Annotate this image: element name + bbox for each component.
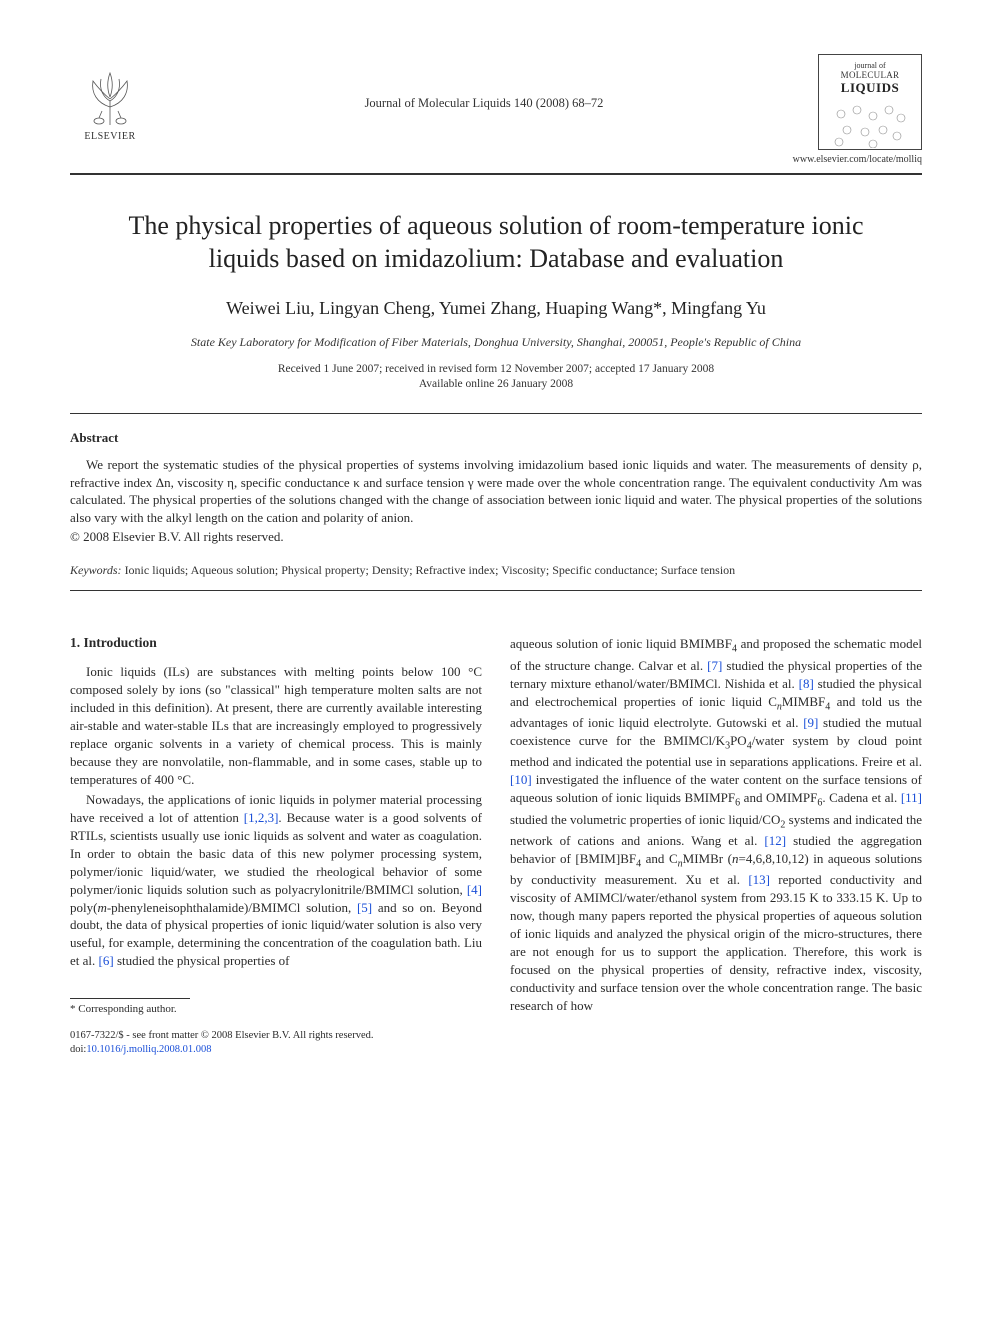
keywords: Keywords: Ionic liquids; Aqueous solutio… — [70, 563, 922, 578]
footer-copyright: 0167-7322/$ - see front matter © 2008 El… — [70, 1029, 482, 1043]
journal-url: www.elsevier.com/locate/molliq — [793, 154, 922, 165]
publisher-logo: ELSEVIER — [70, 54, 150, 142]
dates-line-1: Received 1 June 2007; received in revise… — [278, 363, 714, 375]
intro-para-2: Nowadays, the applications of ionic liqu… — [70, 791, 482, 970]
cover-molecular-text: MOLECULAR — [841, 70, 900, 80]
intro-para-2-continued: aqueous solution of ionic liquid BMIMBF4… — [510, 635, 922, 1014]
footer-doi-line: doi:10.1016/j.molliq.2008.01.008 — [70, 1043, 482, 1057]
body-columns: 1. Introduction Ionic liquids (ILs) are … — [70, 635, 922, 1057]
header-rule — [70, 173, 922, 175]
article-dates: Received 1 June 2007; received in revise… — [70, 362, 922, 393]
ref-link-8[interactable]: [8] — [799, 676, 814, 691]
journal-cover-block: journal of MOLECULAR LIQUIDS www.elsevie… — [818, 54, 922, 165]
footnote-rule — [70, 998, 190, 999]
journal-reference: Journal of Molecular Liquids 140 (2008) … — [150, 54, 818, 111]
keywords-label: Keywords: — [70, 563, 122, 577]
cover-small-text: journal of — [854, 61, 885, 70]
column-left: 1. Introduction Ionic liquids (ILs) are … — [70, 635, 482, 1057]
title-line-1: The physical properties of aqueous solut… — [128, 211, 863, 240]
ref-link-1-2-3[interactable]: [1,2,3] — [244, 810, 279, 825]
ref-link-7[interactable]: [7] — [707, 658, 722, 673]
ref-link-5[interactable]: [5] — [357, 900, 372, 915]
affiliation: State Key Laboratory for Modification of… — [70, 335, 922, 350]
doi-link[interactable]: 10.1016/j.molliq.2008.01.008 — [86, 1044, 211, 1055]
ref-link-12[interactable]: [12] — [764, 833, 786, 848]
article-title: The physical properties of aqueous solut… — [70, 209, 922, 276]
intro-para-1: Ionic liquids (ILs) are substances with … — [70, 663, 482, 789]
keywords-rule — [70, 590, 922, 591]
cover-art-icon — [827, 100, 913, 148]
header-row: ELSEVIER Journal of Molecular Liquids 14… — [70, 54, 922, 165]
publisher-name: ELSEVIER — [84, 131, 135, 142]
corresponding-author-footnote: * Corresponding author. — [70, 1003, 482, 1015]
ref-link-13[interactable]: [13] — [748, 872, 770, 887]
ref-link-4[interactable]: [4] — [467, 882, 482, 897]
author-list: Weiwei Liu, Lingyan Cheng, Yumei Zhang, … — [70, 298, 922, 319]
elsevier-tree-icon — [77, 67, 143, 129]
abstract-label: Abstract — [70, 430, 922, 446]
column-right: aqueous solution of ionic liquid BMIMBF4… — [510, 635, 922, 1057]
ref-link-6[interactable]: [6] — [99, 953, 114, 968]
title-line-2: liquids based on imidazolium: Database a… — [209, 244, 784, 273]
cover-liquids-text: LIQUIDS — [841, 80, 899, 96]
abstract-text: We report the systematic studies of the … — [70, 456, 922, 528]
ref-link-11[interactable]: [11] — [901, 790, 922, 805]
section-1-heading: 1. Introduction — [70, 635, 482, 651]
abstract-copyright: © 2008 Elsevier B.V. All rights reserved… — [70, 529, 922, 545]
ref-link-9[interactable]: [9] — [803, 715, 818, 730]
dates-line-2: Available online 26 January 2008 — [419, 378, 573, 390]
ref-link-10[interactable]: [10] — [510, 772, 532, 787]
keywords-text: Ionic liquids; Aqueous solution; Physica… — [122, 563, 736, 577]
footer-block: 0167-7322/$ - see front matter © 2008 El… — [70, 1029, 482, 1057]
abstract-top-rule — [70, 413, 922, 414]
journal-cover-box: journal of MOLECULAR LIQUIDS — [818, 54, 922, 150]
